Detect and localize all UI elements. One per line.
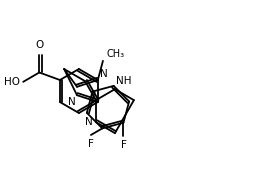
Text: NH: NH [116,76,131,86]
Text: N: N [100,69,108,79]
Text: F: F [121,140,126,150]
Text: CH₃: CH₃ [107,49,125,59]
Text: N: N [68,97,76,107]
Text: O: O [35,40,43,50]
Text: N: N [85,117,93,127]
Text: HO: HO [4,77,20,87]
Text: F: F [88,139,94,149]
